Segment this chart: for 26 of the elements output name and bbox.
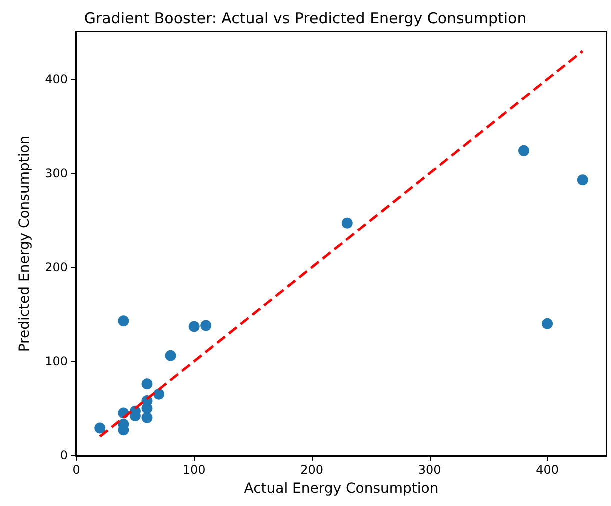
point [142, 403, 153, 414]
y-tick-label: 100 [45, 354, 68, 369]
y-tick-label: 300 [45, 166, 68, 180]
point [342, 218, 353, 229]
y-tick-label: 0 [60, 448, 68, 463]
point [118, 316, 130, 327]
point [577, 174, 588, 186]
point [165, 350, 176, 362]
point [200, 320, 212, 332]
point [142, 412, 153, 424]
point [94, 422, 106, 434]
x-tick-label: 200 [300, 463, 324, 477]
point [518, 145, 530, 156]
x-tick-label: 0 [72, 463, 80, 477]
point [542, 318, 554, 330]
y-tick-label: 400 [45, 72, 68, 86]
x-tick-label: 300 [418, 463, 442, 477]
x-tick-label: 100 [182, 463, 206, 477]
y-tick-label: 200 [45, 260, 68, 275]
chart-title: Gradient Booster: Actual vs Predicted Energy Consumption [84, 10, 527, 28]
point [142, 378, 153, 390]
y-axis-title: Predicted Energy Consumption [17, 136, 33, 352]
point [154, 388, 165, 400]
point [188, 321, 200, 332]
x-tick-label: 400 [536, 463, 559, 477]
x-axis-title: Actual Energy Consumption [244, 481, 439, 497]
